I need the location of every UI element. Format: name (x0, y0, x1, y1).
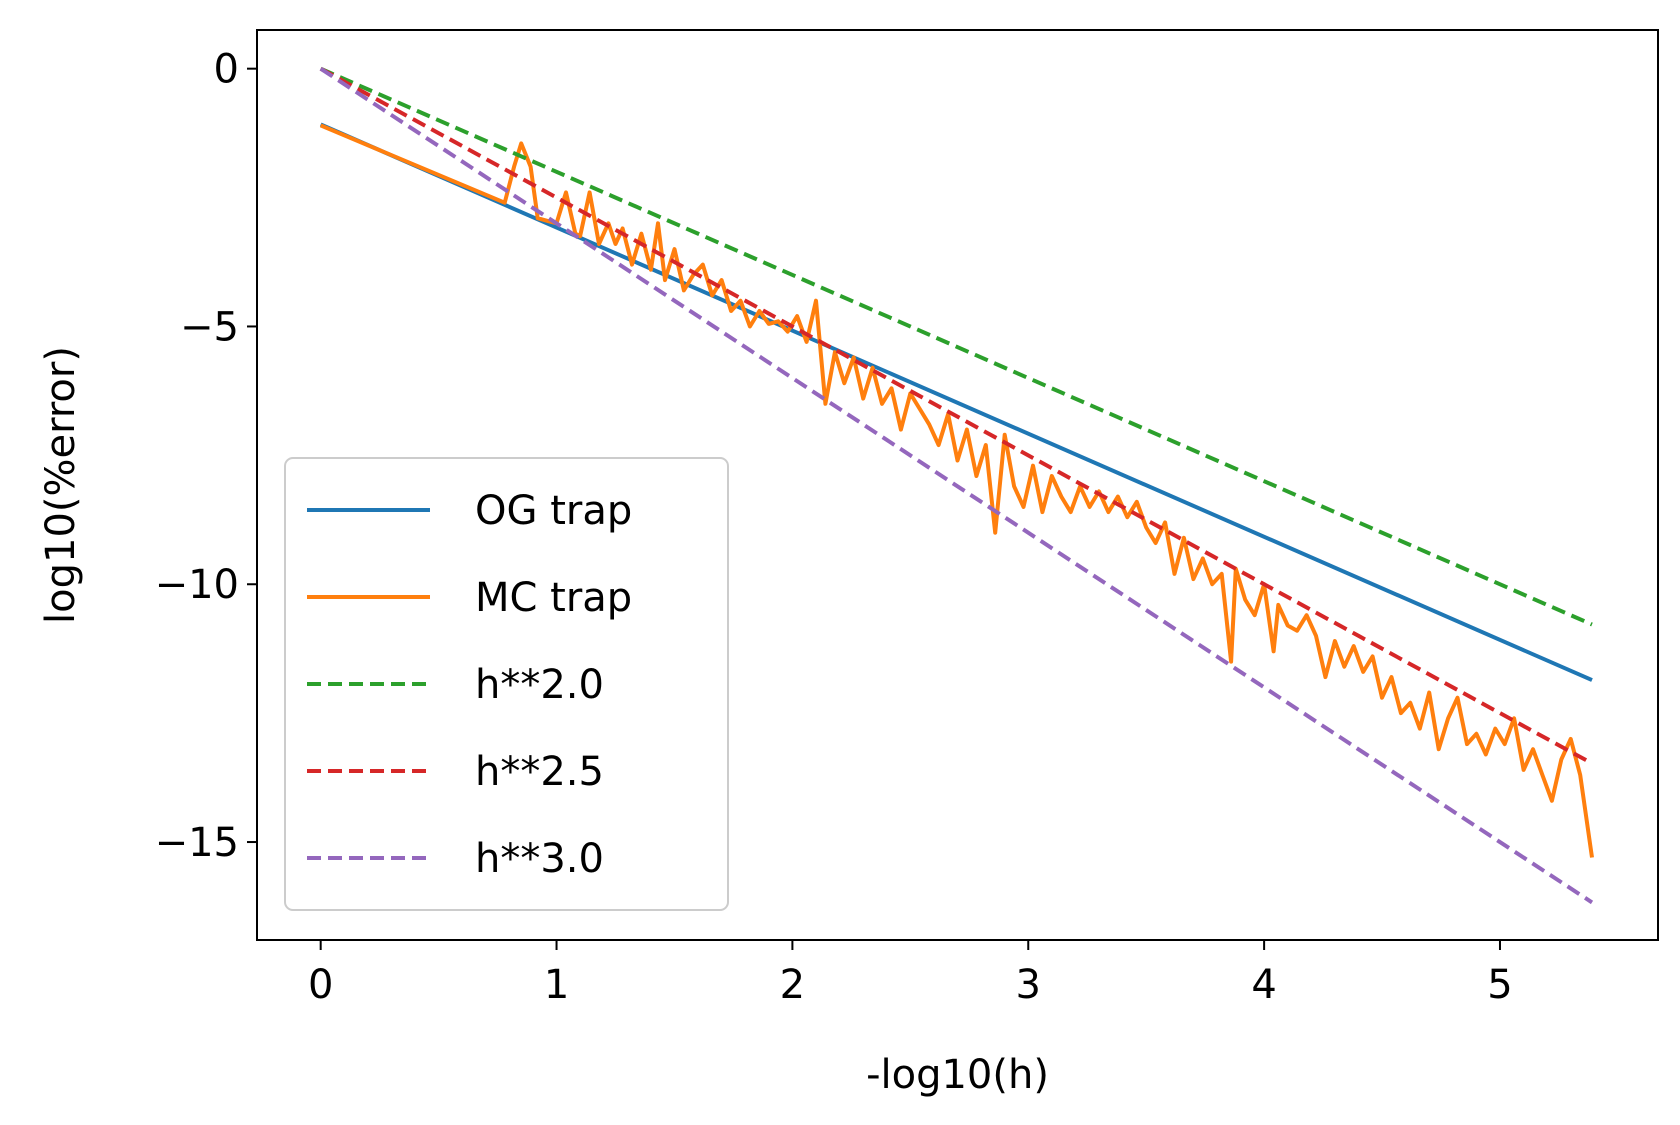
legend-label-mc-trap: MC trap (475, 575, 632, 621)
legend-label-h-2-0: h**2.0 (475, 662, 604, 708)
series-line-h-2-5 (319, 66, 1593, 766)
x-tick-label: 0 (308, 962, 333, 1008)
x-tick-label: 2 (780, 962, 805, 1008)
plot-lines (319, 66, 1594, 905)
series-line-h-2-0 (319, 66, 1593, 627)
x-tick-label: 5 (1487, 962, 1512, 1008)
x-tick-label: 4 (1251, 962, 1276, 1008)
series-line-mc-trap (319, 123, 1594, 858)
x-tick-label: 1 (544, 962, 569, 1008)
y-tick-label: −10 (155, 562, 239, 608)
x-axis: 0 1 2 3 4 5 (308, 940, 1513, 1008)
series-line-og-trap (319, 122, 1593, 682)
y-tick-label: 0 (214, 47, 239, 93)
x-axis-label: -log10(h) (866, 1052, 1049, 1098)
plot-frame (256, 29, 1659, 941)
legend-label-h-2-5: h**2.5 (475, 749, 604, 795)
x-tick-label: 3 (1016, 962, 1041, 1008)
legend-label-og-trap: OG trap (475, 488, 632, 534)
y-axis-label: log10(%error) (38, 346, 84, 624)
legend-box (284, 457, 729, 911)
legend: OG trap MC trap h**2.0 h**2.5 h**3.0 (284, 457, 729, 911)
y-tick-label: −15 (155, 820, 239, 866)
series-line-h-3-0 (319, 67, 1594, 905)
legend-label-h-3-0: h**3.0 (475, 836, 604, 882)
y-tick-label: −5 (180, 304, 239, 350)
y-axis: 0 −5 −10 −15 (155, 47, 257, 866)
